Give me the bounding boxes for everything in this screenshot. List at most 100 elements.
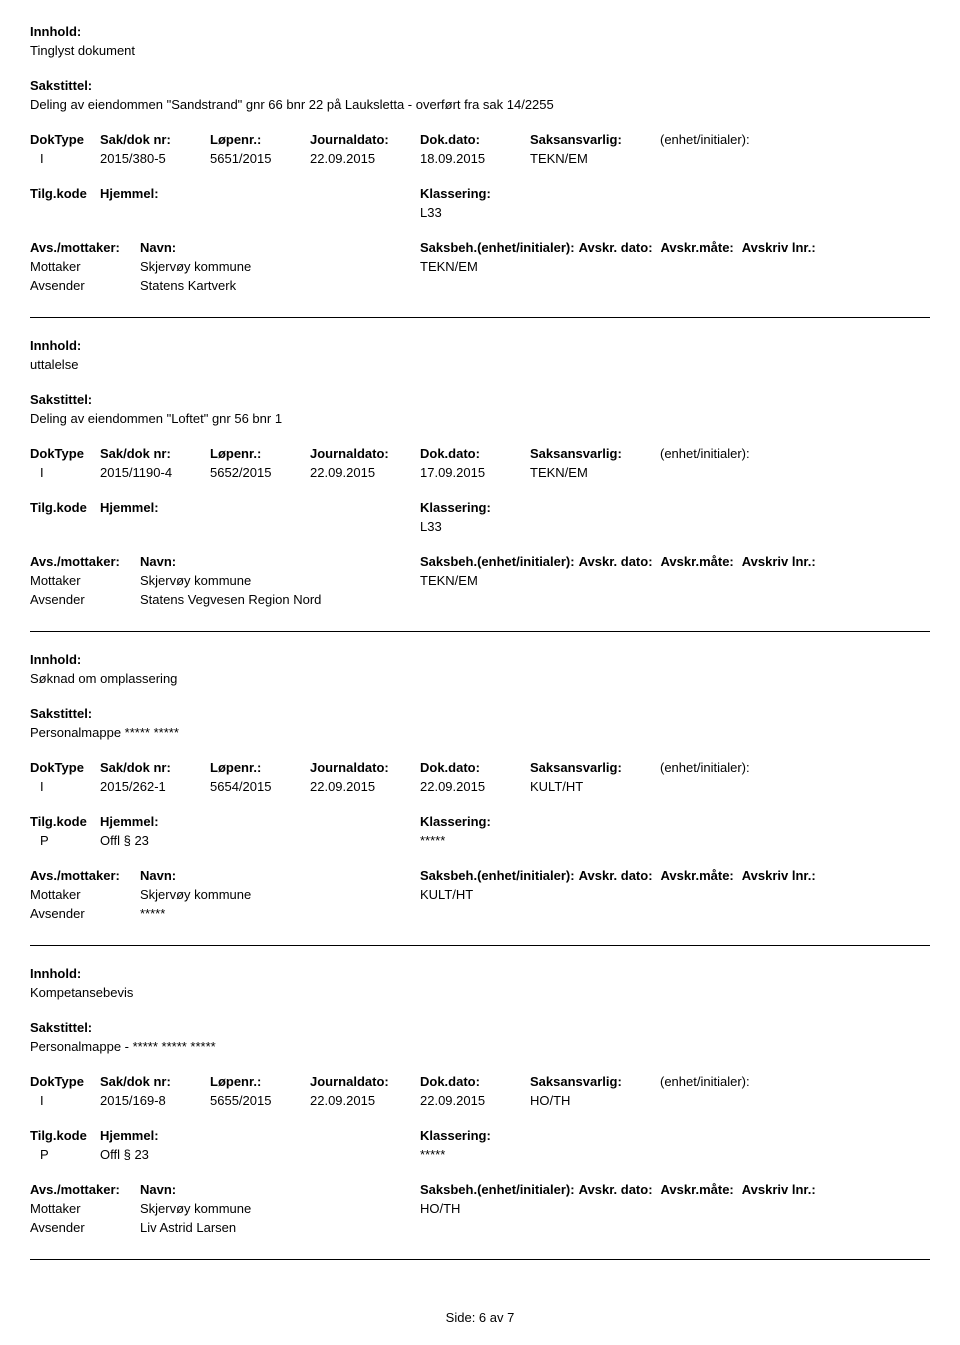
hjemmel-label: Hjemmel: <box>100 500 420 515</box>
dokdato-label: Dok.dato: <box>420 132 530 147</box>
value-row-2: L33 <box>30 519 930 534</box>
doktype-label: DokType <box>30 446 100 461</box>
tilgkode-label: Tilg.kode <box>30 500 100 515</box>
doktype-value: I <box>40 151 100 166</box>
tilgkode-value: P <box>40 833 100 848</box>
sakdok-label: Sak/dok nr: <box>100 132 210 147</box>
records-container: Innhold: Tinglyst dokument Sakstittel: D… <box>30 24 930 1260</box>
avsender-navn: Statens Kartverk <box>140 278 420 293</box>
innhold-value: Søknad om omplassering <box>30 671 930 686</box>
saksbeh-value: TEKN/EM <box>420 259 478 274</box>
header-row-2: Tilg.kode Hjemmel: Klassering: <box>30 1128 930 1143</box>
saksbeh-value: KULT/HT <box>420 887 473 902</box>
journaldato-label: Journaldato: <box>310 1074 420 1089</box>
klassering-value: ***** <box>420 1147 445 1162</box>
journal-record: Innhold: Tinglyst dokument Sakstittel: D… <box>30 24 930 318</box>
journal-record: Innhold: Søknad om omplassering Sakstitt… <box>30 652 930 946</box>
journaldato-label: Journaldato: <box>310 760 420 775</box>
avskrmate-label: Avskr.måte: <box>661 554 734 569</box>
value-row-1: I 2015/169-8 5655/2015 22.09.2015 22.09.… <box>30 1093 930 1108</box>
journaldato-label: Journaldato: <box>310 132 420 147</box>
avsmottaker-label: Avs./mottaker: <box>30 868 140 883</box>
dokdato-value: 22.09.2015 <box>420 779 530 794</box>
saksansvarlig-label: Saksansvarlig: <box>530 132 660 147</box>
avsender-navn: Liv Astrid Larsen <box>140 1220 420 1235</box>
avsender-row: Avsender Liv Astrid Larsen <box>30 1220 930 1235</box>
mottaker-label: Mottaker <box>30 1201 140 1216</box>
hjemmel-value <box>100 519 420 534</box>
klassering-label: Klassering: <box>420 814 491 829</box>
mottaker-label: Mottaker <box>30 573 140 588</box>
innhold-label: Innhold: <box>30 652 81 667</box>
enhet-label: (enhet/initialer): <box>660 1074 790 1089</box>
mottaker-label: Mottaker <box>30 887 140 902</box>
header-row-3: Avs./mottaker: Navn: Saksbeh.(enhet/init… <box>30 554 930 569</box>
avsmottaker-label: Avs./mottaker: <box>30 240 140 255</box>
hjemmel-label: Hjemmel: <box>100 186 420 201</box>
saksansvarlig-label: Saksansvarlig: <box>530 446 660 461</box>
avskrivlnr-label: Avskriv lnr.: <box>742 240 816 255</box>
lopenr-label: Løpenr.: <box>210 1074 310 1089</box>
enhet-label: (enhet/initialer): <box>660 132 790 147</box>
avskrdato-label: Avskr. dato: <box>579 868 653 883</box>
klassering-value: L33 <box>420 519 442 534</box>
sakstittel-label: Sakstittel: <box>30 78 92 93</box>
avsender-label: Avsender <box>30 592 140 607</box>
klassering-label: Klassering: <box>420 1128 491 1143</box>
innhold-label: Innhold: <box>30 24 81 39</box>
saksbeh-label: Saksbeh.(enhet/initialer): <box>420 868 575 883</box>
avsender-row: Avsender Statens Vegvesen Region Nord <box>30 592 930 607</box>
value-row-1: I 2015/262-1 5654/2015 22.09.2015 22.09.… <box>30 779 930 794</box>
mottaker-row: Mottaker Skjervøy kommune TEKN/EM <box>30 573 930 588</box>
doktype-value: I <box>40 465 100 480</box>
saksansvarlig-value: TEKN/EM <box>530 465 660 480</box>
sakdok-value: 2015/262-1 <box>100 779 210 794</box>
mottaker-navn: Skjervøy kommune <box>140 1201 420 1216</box>
avsmottaker-label: Avs./mottaker: <box>30 1182 140 1197</box>
journal-record: Innhold: uttalelse Sakstittel: Deling av… <box>30 338 930 632</box>
navn-label: Navn: <box>140 240 420 255</box>
lopenr-value: 5652/2015 <box>210 465 310 480</box>
lopenr-value: 5651/2015 <box>210 151 310 166</box>
doktype-value: I <box>40 1093 100 1108</box>
klassering-value: ***** <box>420 833 445 848</box>
header-row-1: DokType Sak/dok nr: Løpenr.: Journaldato… <box>30 446 930 461</box>
klassering-label: Klassering: <box>420 500 491 515</box>
value-row-2: P Offl § 23 ***** <box>30 833 930 848</box>
header-row-3: Avs./mottaker: Navn: Saksbeh.(enhet/init… <box>30 868 930 883</box>
sakstittel-label: Sakstittel: <box>30 1020 92 1035</box>
tilgkode-value <box>40 205 100 220</box>
header-row-3: Avs./mottaker: Navn: Saksbeh.(enhet/init… <box>30 240 930 255</box>
sakdok-value: 2015/380-5 <box>100 151 210 166</box>
saksbeh-label: Saksbeh.(enhet/initialer): <box>420 240 575 255</box>
sakstittel-value: Deling av eiendommen "Sandstrand" gnr 66… <box>30 97 930 112</box>
saksansvarlig-value: HO/TH <box>530 1093 660 1108</box>
sakdok-value: 2015/1190-4 <box>100 465 210 480</box>
mottaker-row: Mottaker Skjervøy kommune KULT/HT <box>30 887 930 902</box>
sakdok-label: Sak/dok nr: <box>100 446 210 461</box>
value-row-2: L33 <box>30 205 930 220</box>
avsender-navn: ***** <box>140 906 420 921</box>
tilgkode-value <box>40 519 100 534</box>
sakstittel-label: Sakstittel: <box>30 706 92 721</box>
sakstittel-value: Personalmappe ***** ***** <box>30 725 930 740</box>
avskrmate-label: Avskr.måte: <box>661 868 734 883</box>
page-footer: Side: 6 av 7 <box>30 1310 930 1325</box>
dokdato-label: Dok.dato: <box>420 1074 530 1089</box>
klassering-value: L33 <box>420 205 442 220</box>
innhold-label: Innhold: <box>30 966 81 981</box>
avsender-label: Avsender <box>30 278 140 293</box>
dokdato-value: 17.09.2015 <box>420 465 530 480</box>
klassering-label: Klassering: <box>420 186 491 201</box>
dokdato-label: Dok.dato: <box>420 446 530 461</box>
doktype-label: DokType <box>30 760 100 775</box>
sakdok-value: 2015/169-8 <box>100 1093 210 1108</box>
dokdato-value: 22.09.2015 <box>420 1093 530 1108</box>
saksbeh-label: Saksbeh.(enhet/initialer): <box>420 1182 575 1197</box>
journaldato-value: 22.09.2015 <box>310 151 420 166</box>
avskrivlnr-label: Avskriv lnr.: <box>742 868 816 883</box>
enhet-label: (enhet/initialer): <box>660 446 790 461</box>
lopenr-value: 5654/2015 <box>210 779 310 794</box>
saksansvarlig-value: KULT/HT <box>530 779 660 794</box>
navn-label: Navn: <box>140 1182 420 1197</box>
